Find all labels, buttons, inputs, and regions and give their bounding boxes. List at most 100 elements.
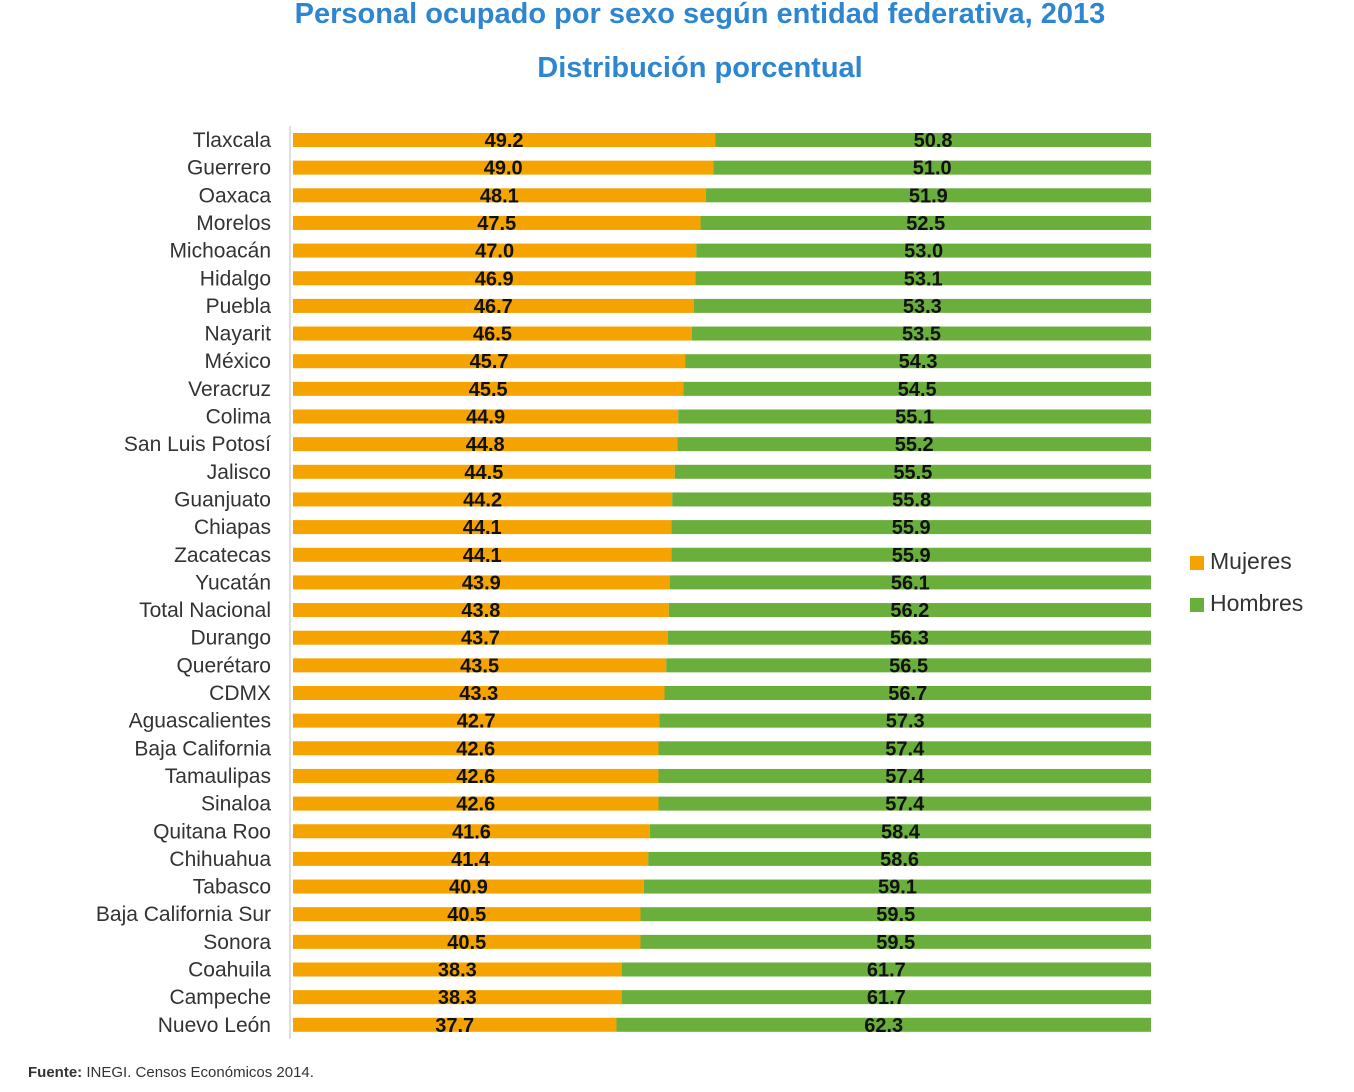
bar-hombres [640,934,1151,949]
data-label-mujeres: 38.3 [438,960,477,982]
data-label-mujeres: 38.3 [438,987,477,1009]
category-label: Zacatecas [174,544,271,567]
data-label-mujeres: 40.9 [449,877,488,899]
bar-hombres [713,160,1151,175]
bar-hombres [671,547,1151,562]
bar-mujeres [293,298,694,313]
data-label-mujeres: 41.4 [451,849,491,871]
bar-hombres [674,464,1151,479]
category-label: Aguascalientes [129,710,271,733]
bar-hombres [700,215,1151,230]
data-label-hombres: 54.5 [898,379,937,401]
data-label-hombres: 55.9 [892,545,931,567]
bar-mujeres [293,768,659,783]
category-label: Quitana Roo [153,820,271,843]
data-label-hombres: 51.9 [909,185,948,207]
data-label-mujeres: 44.1 [463,545,502,567]
data-label-mujeres: 43.7 [461,628,500,650]
legend-swatch-mujeres [1190,555,1204,570]
bar-hombres [672,492,1151,507]
source-prefix: Fuente: [28,1064,83,1081]
data-label-hombres: 54.3 [899,351,938,373]
data-label-mujeres: 46.7 [474,296,513,318]
data-label-hombres: 59.1 [878,877,917,899]
chart-subtitle: Distribución porcentual [537,52,863,84]
category-label: Tlaxcala [193,129,272,152]
bar-mujeres [293,741,659,756]
category-label: Chiapas [194,516,271,539]
data-label-mujeres: 46.9 [475,268,514,290]
bar-mujeres [293,464,675,479]
bar-hombres [659,713,1151,728]
bar-hombres [667,630,1151,645]
legend-item-mujeres: Mujeres [1190,548,1292,575]
bar-hombres [658,796,1151,811]
data-label-hombres: 50.8 [914,130,953,152]
data-label-hombres: 62.3 [864,1015,903,1037]
category-label: Guerrero [187,157,271,180]
category-label: Baja California Sur [96,903,271,926]
category-label: Yucatán [195,571,271,594]
category-label: Tamaulipas [165,765,271,788]
category-label: Coahuila [188,959,271,982]
category-label: Hidalgo [200,267,271,290]
data-label-mujeres: 44.1 [463,517,502,539]
bar-mujeres [293,492,673,507]
bar-mujeres [293,547,672,562]
data-label-mujeres: 49.0 [484,158,523,180]
data-label-mujeres: 46.5 [473,324,512,346]
category-label: Baja California [134,737,271,760]
bar-mujeres [293,409,679,424]
bar-hombres [648,851,1151,866]
category-label: México [204,350,271,373]
bar-hombres [715,133,1151,147]
legend-item-hombres: Hombres [1190,590,1303,617]
bar-hombres [664,686,1151,700]
data-label-mujeres: 42.7 [457,711,496,733]
data-label-hombres: 61.7 [867,987,906,1009]
data-label-mujeres: 41.6 [452,821,491,843]
legend-label-mujeres: Mujeres [1210,548,1292,574]
data-label-hombres: 51.0 [913,158,952,180]
bar-mujeres [293,1017,617,1032]
bar-mujeres [293,630,668,645]
bar-mujeres [293,326,692,341]
category-label: Sonora [203,931,271,954]
data-label-hombres: 53.3 [903,296,942,318]
bar-mujeres [293,686,665,700]
bar-mujeres [293,243,697,258]
bar-hombres [621,990,1151,1005]
data-label-mujeres: 44.9 [466,407,505,429]
data-label-mujeres: 45.5 [469,379,508,401]
bar-hombres [668,603,1151,618]
category-label: Total Nacional [139,599,271,622]
data-label-hombres: 55.5 [893,462,932,484]
bar-hombres [621,962,1151,977]
data-label-mujeres: 44.5 [464,462,503,484]
data-label-hombres: 56.5 [889,655,928,677]
data-label-mujeres: 47.0 [475,241,514,263]
data-label-hombres: 55.9 [892,517,931,539]
source-text: INEGI. Censos Económicos 2014. [82,1064,314,1081]
bar-hombres [666,658,1151,673]
bar-mujeres [293,188,706,203]
bar-mujeres [293,962,622,977]
category-label: Guanjuato [174,488,271,511]
bar-hombres [705,188,1151,203]
bar-hombres [693,298,1151,313]
bar-mujeres [293,603,669,618]
data-label-mujeres: 40.5 [447,904,486,926]
data-label-mujeres: 42.6 [456,794,495,816]
data-label-hombres: 59.5 [876,904,915,926]
category-label: Oaxaca [199,184,272,207]
data-label-hombres: 56.3 [890,628,929,650]
bar-hombres [669,575,1151,590]
bar-hombres [658,741,1151,756]
bar-mujeres [293,851,649,866]
bar-mujeres [293,354,686,369]
data-label-mujeres: 42.6 [456,766,495,788]
data-label-mujeres: 43.9 [462,572,501,594]
data-label-mujeres: 40.5 [447,932,486,954]
data-label-mujeres: 43.8 [461,600,500,622]
data-label-hombres: 52.5 [906,213,945,235]
